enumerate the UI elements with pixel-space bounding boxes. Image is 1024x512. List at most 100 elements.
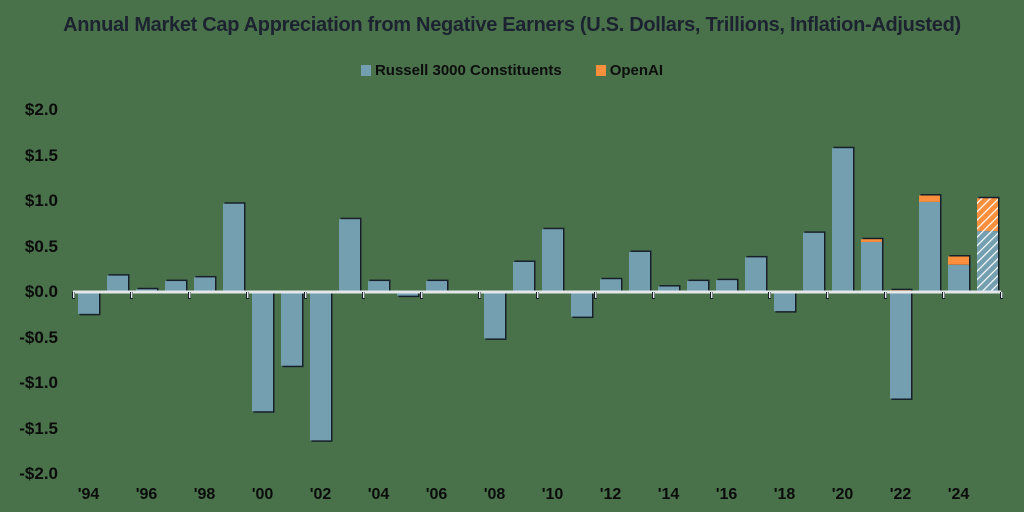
y-tick-label: $0.0: [24, 282, 58, 301]
bar-group-2015: [687, 279, 710, 292]
bar-russell: [484, 292, 505, 339]
bar-group-2005: [397, 292, 420, 298]
bar-group-2002: [310, 292, 333, 442]
x-tick-mark-inner: [1001, 292, 1003, 298]
bar-russell: [426, 281, 447, 292]
x-tick-mark-inner: [769, 292, 771, 298]
y-tick-label: $1.0: [24, 191, 58, 210]
bar-openai: [919, 195, 940, 202]
bar-openai: [861, 239, 882, 242]
bar-openai: [948, 256, 969, 265]
bar-russell: [600, 279, 621, 292]
x-tick-mark-inner: [247, 292, 249, 298]
bar-group-2025: [977, 196, 1000, 292]
legend-label-russell: Russell 3000 Constituents: [374, 62, 562, 79]
bar-group-2013: [629, 250, 652, 292]
x-tick-label: '00: [251, 486, 274, 503]
bar-group-2010: [542, 227, 565, 292]
x-tick-mark-inner: [73, 292, 75, 298]
bar-group-2004: [368, 279, 391, 292]
legend-swatch-russell-icon: [360, 65, 371, 76]
bar-russell: [513, 261, 534, 292]
bar-russell: [716, 280, 737, 292]
x-tick-mark-inner: [131, 292, 133, 298]
bar-group-2023: [919, 194, 942, 292]
bar-russell: [832, 148, 853, 292]
bar-group-2003: [339, 217, 362, 292]
x-tick-label: '96: [135, 486, 158, 503]
bar-group-2017: [745, 255, 768, 292]
bar-openai: [977, 198, 998, 232]
x-tick-label: '20: [831, 486, 854, 503]
bar-group-2018: [774, 292, 797, 313]
x-tick-label: '04: [367, 486, 390, 503]
bar-group-2011: [571, 292, 594, 319]
bar-group-2000: [252, 292, 275, 413]
bar-russell: [397, 292, 418, 296]
x-tick-label: '16: [715, 486, 738, 503]
bar-russell: [78, 292, 99, 314]
bar-russell: [948, 264, 969, 292]
legend-item-russell: Russell 3000 Constituents: [360, 62, 562, 79]
bar-group-2012: [600, 277, 623, 292]
bar-russell: [629, 251, 650, 292]
bar-group-2016: [716, 278, 739, 292]
y-tick-label: -$1.5: [19, 418, 58, 438]
y-tick-label: $0.5: [24, 236, 58, 256]
x-tick-mark-inner: [189, 292, 191, 298]
bar-group-2014: [658, 285, 681, 292]
x-tick-label: '24: [947, 486, 970, 503]
x-tick-label: '22: [889, 486, 912, 503]
x-tick-label: '02: [309, 486, 332, 503]
x-tick-mark-inner: [653, 292, 655, 298]
bar-russell: [107, 275, 128, 292]
bar-russell: [861, 241, 882, 292]
bar-russell: [368, 281, 389, 292]
y-tick-label: $2.0: [24, 100, 58, 119]
x-tick-mark-inner: [827, 292, 829, 298]
bar-group-1999: [223, 202, 246, 292]
y-tick-label: -$1.0: [19, 373, 58, 392]
bar-group-2019: [803, 231, 826, 292]
bar-russell: [252, 292, 273, 412]
x-tick-mark-inner: [479, 292, 481, 298]
bar-group-2022: [890, 288, 913, 400]
x-tick-mark-inner: [885, 292, 887, 298]
bar-russell: [919, 201, 940, 292]
x-tick-label: '06: [425, 486, 448, 503]
bar-group-2006: [426, 279, 449, 292]
x-tick-mark-inner: [421, 292, 423, 298]
bar-russell: [774, 292, 795, 312]
x-tick-label: '94: [77, 486, 100, 503]
x-tick-mark-inner: [537, 292, 539, 298]
bar-russell: [977, 231, 998, 292]
bar-russell: [890, 292, 911, 399]
x-tick-mark-inner: [305, 292, 307, 298]
bar-group-2008: [484, 292, 507, 340]
x-tick-label: '10: [541, 486, 564, 503]
legend-swatch-openai-icon: [595, 65, 606, 76]
legend: Russell 3000 Constituents OpenAI: [0, 62, 1024, 79]
x-tick-label: '14: [657, 486, 680, 503]
legend-item-openai: OpenAI: [595, 62, 664, 79]
bar-group-2024: [948, 255, 971, 292]
bar-russell: [194, 277, 215, 292]
y-tick-label: -$0.5: [19, 327, 58, 347]
bar-group-1998: [194, 275, 217, 292]
x-tick-label: '18: [773, 486, 796, 503]
bar-group-1995: [107, 274, 130, 292]
x-tick-mark-inner: [595, 292, 597, 298]
bar-russell: [745, 257, 766, 292]
bar-group-2001: [281, 292, 304, 368]
legend-label-openai: OpenAI: [609, 62, 664, 79]
bar-russell: [281, 292, 302, 366]
x-tick-label: '12: [599, 486, 622, 503]
bar-russell: [571, 292, 592, 317]
x-tick-label: '98: [193, 486, 216, 503]
y-tick-label: $1.5: [24, 145, 58, 165]
bar-russell: [687, 281, 708, 292]
bar-group-2021: [861, 237, 884, 292]
bar-russell: [165, 281, 186, 292]
